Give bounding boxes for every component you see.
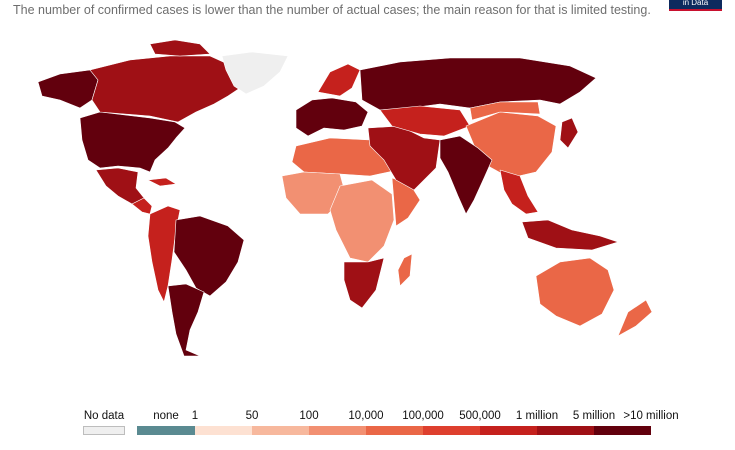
legend-label: 10,000	[348, 410, 384, 422]
legend-swatch-c4[interactable]	[366, 426, 423, 435]
map-region-madagascar[interactable]	[397, 253, 413, 287]
map-region-india[interactable]	[439, 135, 493, 215]
map-region-russia[interactable]	[359, 57, 597, 111]
legend-label: 5 million	[572, 410, 616, 422]
legend-swatch-c6[interactable]	[480, 426, 537, 435]
map-region-argentina[interactable]	[167, 283, 205, 357]
map-region-southeast-asia[interactable]	[499, 169, 539, 215]
legend-swatch-c1[interactable]	[195, 426, 252, 435]
map-region-new-zealand[interactable]	[617, 299, 653, 337]
map-region-greenland[interactable]	[221, 51, 289, 95]
legend-label: 500,000	[459, 410, 501, 422]
legend-label-no-data: No data	[83, 410, 125, 422]
map-region-indonesia[interactable]	[521, 219, 619, 251]
legend-label: 1	[191, 410, 199, 422]
owid-logo[interactable]: in Data	[669, 0, 722, 11]
legend-label: 100,000	[402, 410, 444, 422]
legend-swatch-c8[interactable]	[594, 426, 651, 435]
legend-label: 100	[299, 410, 319, 422]
legend-label: 1 million	[515, 410, 559, 422]
map-region-alaska[interactable]	[37, 69, 99, 109]
map-region-southern-africa[interactable]	[343, 257, 385, 309]
legend-swatch-c2[interactable]	[252, 426, 309, 435]
legend-label: none	[153, 410, 179, 422]
map-region-usa[interactable]	[79, 111, 186, 173]
map-region-canada-islands[interactable]	[149, 39, 211, 57]
legend-swatch-c7[interactable]	[537, 426, 594, 435]
legend-label: 50	[245, 410, 259, 422]
map-subtitle: The number of confirmed cases is lower t…	[13, 3, 651, 17]
legend-swatch-c3[interactable]	[309, 426, 366, 435]
map-region-mexico[interactable]	[95, 167, 145, 205]
map-region-central-asia[interactable]	[379, 105, 471, 137]
legend-swatch-no-data[interactable]	[83, 426, 125, 435]
map-region-cuba[interactable]	[147, 177, 177, 187]
legend-swatch-none[interactable]	[137, 426, 195, 435]
map-region-scandinavia[interactable]	[317, 63, 361, 97]
map-region-japan[interactable]	[559, 117, 579, 149]
map-region-central-africa[interactable]	[329, 179, 395, 263]
map-region-canada[interactable]	[89, 55, 241, 123]
map-region-australia[interactable]	[535, 257, 615, 327]
map-region-mongolia[interactable]	[469, 101, 541, 121]
map-region-brazil[interactable]	[173, 215, 245, 297]
legend-label: >10 million	[623, 410, 679, 422]
map-region-western-europe[interactable]	[295, 97, 369, 137]
legend-swatch-c5[interactable]	[423, 426, 480, 435]
map-region-central-america[interactable]	[131, 197, 153, 215]
